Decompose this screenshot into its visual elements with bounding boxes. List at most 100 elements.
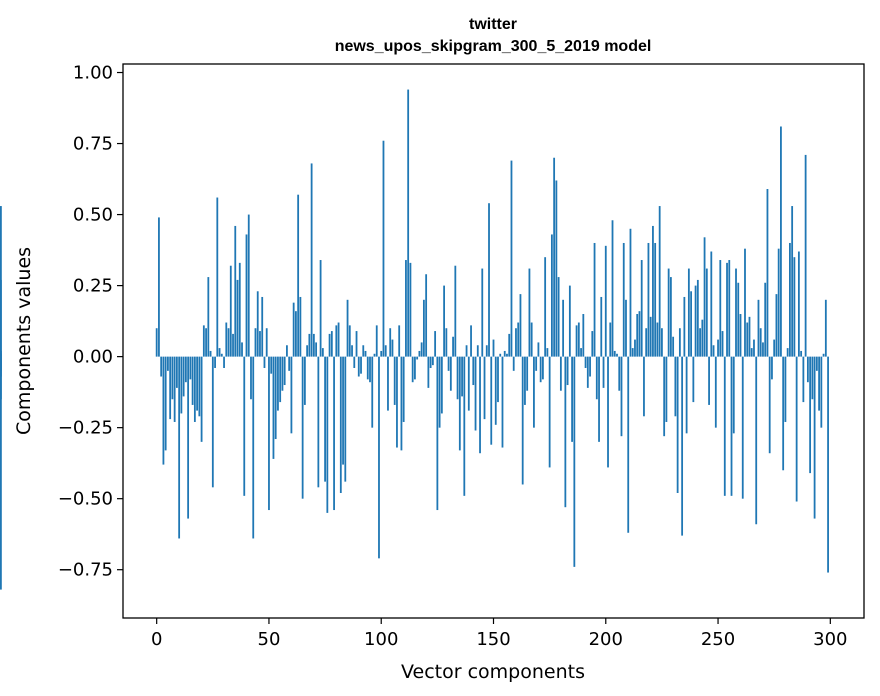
plot-area-frame (122, 63, 865, 619)
bar (191, 356, 194, 405)
y-tick-label: 0.50 (73, 205, 113, 226)
bar (402, 356, 405, 422)
bar (299, 296, 302, 357)
bar (483, 356, 486, 420)
bar (418, 350, 421, 357)
bar (472, 356, 475, 386)
bar (0, 353, 2, 357)
bar (539, 356, 542, 383)
bar (234, 225, 237, 357)
bar (584, 356, 587, 368)
bar (568, 285, 571, 357)
bar (548, 356, 551, 468)
bar (184, 356, 187, 383)
bar (645, 328, 648, 357)
bar (681, 356, 684, 536)
bar (207, 277, 210, 357)
bar (640, 260, 643, 357)
bar (225, 322, 228, 357)
bar (710, 251, 713, 357)
bar (380, 350, 383, 357)
bar (705, 268, 708, 357)
bar (609, 322, 612, 357)
bar (178, 356, 181, 539)
bar (616, 353, 618, 357)
bar (806, 356, 809, 383)
bar (780, 126, 782, 357)
bar (245, 234, 248, 357)
y-axis-label: Components values (13, 247, 35, 435)
bar (223, 356, 225, 368)
bar (598, 356, 600, 442)
bar (306, 345, 309, 357)
bar (503, 350, 506, 357)
bar (272, 356, 275, 459)
bar (443, 285, 445, 357)
bar (737, 282, 740, 357)
bar (348, 325, 351, 357)
bar (809, 356, 812, 474)
bar (0, 356, 2, 590)
bar (308, 333, 311, 357)
bar (476, 345, 479, 357)
chart-title: twitter (469, 16, 517, 33)
bar (508, 333, 511, 357)
bar (393, 356, 396, 405)
bar (550, 234, 553, 357)
bar (283, 356, 286, 386)
bar (321, 348, 324, 357)
bar (811, 356, 814, 400)
bar (414, 356, 416, 380)
x-axis-label: Vector components (401, 661, 585, 683)
bar (553, 157, 556, 357)
bar (342, 356, 344, 465)
bar (501, 356, 504, 448)
bar (171, 356, 174, 400)
bar (160, 356, 163, 377)
bar (791, 206, 794, 357)
bar (631, 348, 634, 357)
bar (391, 339, 394, 357)
bar (497, 356, 499, 403)
bar (434, 331, 437, 357)
bar (524, 356, 526, 405)
bar (317, 356, 320, 488)
bar (387, 356, 389, 411)
bar (227, 328, 230, 357)
bar (492, 339, 495, 357)
bar (277, 356, 279, 411)
bar (452, 336, 454, 357)
bar (369, 356, 371, 383)
bar (542, 356, 544, 380)
bar (173, 356, 176, 422)
bar (229, 265, 232, 357)
bar (449, 356, 452, 391)
bar (247, 214, 250, 357)
bar (755, 356, 758, 525)
bar (250, 356, 252, 400)
bar (827, 356, 829, 573)
bar (586, 356, 589, 388)
x-ticks: 0 50 100 150 200 250 300 (151, 618, 847, 650)
y-tick-label: 0.00 (73, 347, 113, 368)
bar (175, 356, 178, 388)
bar (678, 328, 681, 357)
bar (571, 356, 573, 442)
bar (436, 356, 439, 511)
bar (416, 356, 419, 360)
bar (274, 356, 277, 440)
bar (766, 189, 769, 357)
bar (214, 356, 216, 368)
bar (286, 345, 288, 357)
bar (658, 206, 661, 357)
bar (218, 348, 221, 357)
x-tick-label: 100 (364, 629, 398, 650)
y-tick-label: −0.25 (58, 418, 113, 439)
bar (795, 356, 798, 502)
y-ticks: −0.75 −0.50 −0.25 0.00 0.25 0.50 0.75 1.00 (58, 63, 123, 581)
bar (564, 356, 567, 508)
bar (463, 356, 466, 496)
bar (167, 356, 169, 371)
bar (431, 356, 434, 366)
bar (326, 356, 329, 513)
